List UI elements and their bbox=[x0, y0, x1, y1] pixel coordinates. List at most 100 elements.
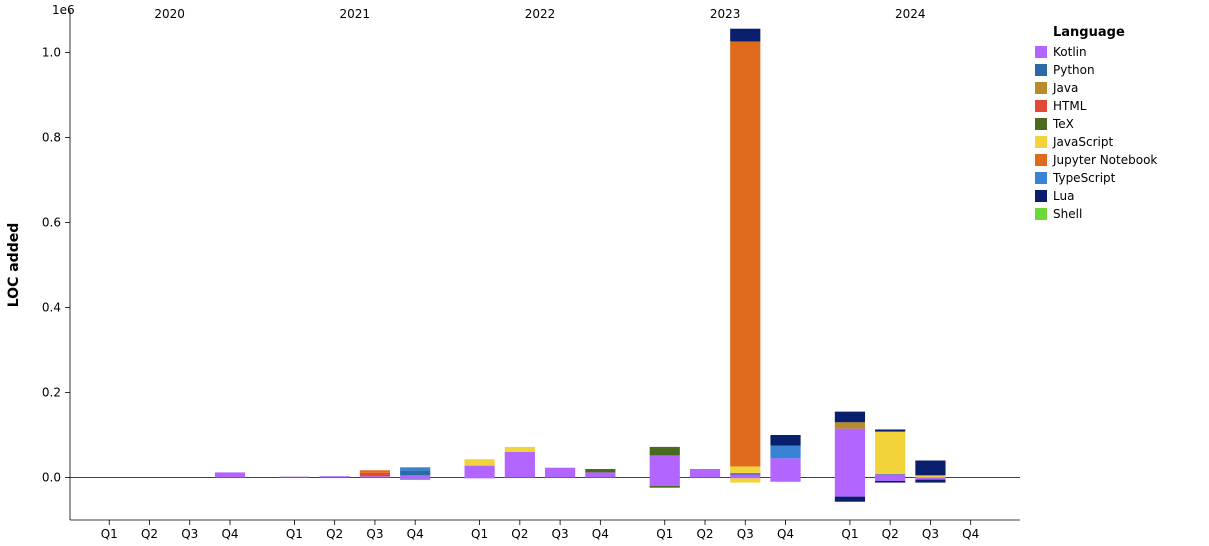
bar-segment bbox=[650, 447, 680, 456]
legend-swatch bbox=[1035, 100, 1047, 112]
bar-segment bbox=[875, 429, 905, 431]
bar-segment-negative bbox=[730, 478, 760, 482]
legend-label: HTML bbox=[1053, 99, 1087, 113]
bar-segment-negative bbox=[915, 478, 945, 480]
legend-label: Kotlin bbox=[1053, 45, 1087, 59]
legend-label: JavaScript bbox=[1052, 135, 1113, 149]
bar-segment bbox=[464, 459, 494, 465]
bar-segment bbox=[730, 29, 760, 42]
year-label: 2023 bbox=[710, 7, 741, 21]
x-tick-label: Q2 bbox=[511, 527, 528, 541]
bar-segment-negative bbox=[835, 497, 865, 502]
year-label: 2022 bbox=[525, 7, 556, 21]
bar-segment bbox=[730, 474, 760, 475]
legend-label: Jupyter Notebook bbox=[1052, 153, 1157, 167]
bar-segment bbox=[320, 476, 350, 477]
bar-segment bbox=[835, 412, 865, 423]
bar-segment bbox=[770, 446, 800, 459]
bar-segment bbox=[835, 429, 865, 478]
x-tick-label: Q1 bbox=[471, 527, 488, 541]
legend-swatch bbox=[1035, 82, 1047, 94]
bar-segment bbox=[360, 470, 390, 473]
bar-segment bbox=[650, 455, 680, 477]
legend-swatch bbox=[1035, 190, 1047, 202]
x-tick-label: Q1 bbox=[656, 527, 673, 541]
y-tick-label: 0.8 bbox=[42, 131, 61, 145]
bar-segment bbox=[730, 466, 760, 472]
loc-stacked-bar-chart: 0.0 0.2 0.4 0.6 0.8 1.0 1e6 LOC added Q1 Q2 Q3 Q4 Q1… bbox=[0, 0, 1209, 542]
legend-label: Python bbox=[1053, 63, 1095, 77]
legend-swatch bbox=[1035, 172, 1047, 184]
x-tick-label: Q2 bbox=[141, 527, 158, 541]
bar-segment bbox=[585, 469, 615, 472]
bar-segment bbox=[730, 473, 760, 474]
y-tick-label: 1.0 bbox=[42, 46, 61, 60]
bar-segment bbox=[279, 477, 309, 478]
bar-segment bbox=[730, 475, 760, 478]
x-tick-label: Q4 bbox=[407, 527, 424, 541]
x-tick-label: Q2 bbox=[882, 527, 899, 541]
bar-segment bbox=[835, 422, 865, 428]
bar-segment bbox=[505, 452, 535, 478]
y-tick-label: 0.0 bbox=[42, 471, 61, 485]
legend-title: Language bbox=[1053, 25, 1125, 40]
x-tick-label: Q1 bbox=[841, 527, 858, 541]
chart-svg: 0.0 0.2 0.4 0.6 0.8 1.0 1e6 LOC added Q1 Q2 Q3 Q4 Q1… bbox=[0, 0, 1209, 542]
bar-segment bbox=[770, 458, 800, 477]
year-label: 2024 bbox=[895, 7, 926, 21]
y-tick-label: 0.2 bbox=[42, 386, 61, 400]
y-tick-label: 0.4 bbox=[42, 301, 61, 315]
bar-segment-negative bbox=[464, 478, 494, 479]
bar-segment bbox=[770, 435, 800, 446]
legend-label: Java bbox=[1052, 81, 1078, 95]
x-tick-label: Q2 bbox=[696, 527, 713, 541]
bar-segment-negative bbox=[400, 478, 430, 479]
y-tick-label: 0.6 bbox=[42, 216, 61, 230]
bar-segment-negative bbox=[875, 481, 905, 483]
x-tick-label: Q4 bbox=[962, 527, 979, 541]
bar-segment-negative bbox=[835, 478, 865, 497]
bar-segment bbox=[545, 468, 575, 478]
x-tick-label: Q1 bbox=[286, 527, 303, 541]
bar-segment bbox=[875, 432, 905, 475]
bar-segment-negative bbox=[730, 478, 760, 479]
legend-swatch bbox=[1035, 154, 1047, 166]
legend-swatch bbox=[1035, 118, 1047, 130]
x-tick-label: Q3 bbox=[922, 527, 939, 541]
bar-segment-negative bbox=[875, 478, 905, 481]
legend-swatch bbox=[1035, 136, 1047, 148]
legend-label: TeX bbox=[1052, 117, 1074, 131]
x-tick-label: Q3 bbox=[737, 527, 754, 541]
bar-segment bbox=[400, 470, 430, 475]
bar-segment-negative bbox=[915, 480, 945, 483]
legend-label: Lua bbox=[1053, 189, 1074, 203]
x-tick-label: Q3 bbox=[366, 527, 383, 541]
bar-segment bbox=[915, 475, 945, 477]
legend-label: Shell bbox=[1053, 207, 1082, 221]
y-axis-label: LOC added bbox=[6, 223, 22, 307]
bar-segment bbox=[400, 467, 430, 470]
bar-segment bbox=[400, 475, 430, 477]
year-label: 2021 bbox=[340, 7, 371, 21]
bar-segment bbox=[730, 41, 760, 466]
bar-segment-negative bbox=[650, 478, 680, 487]
y-exponent-label: 1e6 bbox=[52, 3, 75, 17]
x-tick-label: Q1 bbox=[101, 527, 118, 541]
x-tick-label: Q2 bbox=[326, 527, 343, 541]
bar-segment bbox=[505, 447, 535, 452]
x-tick-label: Q4 bbox=[777, 527, 794, 541]
bar-segment bbox=[360, 473, 390, 476]
legend-label: TypeScript bbox=[1052, 171, 1116, 185]
legend-swatch bbox=[1035, 46, 1047, 58]
x-tick-label: Q4 bbox=[221, 527, 238, 541]
legend-swatch bbox=[1035, 64, 1047, 76]
bar-segment bbox=[875, 475, 905, 478]
bar-segment bbox=[915, 461, 945, 476]
bar-segment bbox=[585, 472, 615, 477]
bar-segment-negative bbox=[400, 479, 430, 480]
bar-segment bbox=[875, 474, 905, 475]
x-tick-label: Q3 bbox=[181, 527, 198, 541]
bar-segment bbox=[360, 476, 390, 477]
bar-segment bbox=[464, 466, 494, 478]
year-label: 2020 bbox=[154, 7, 185, 21]
